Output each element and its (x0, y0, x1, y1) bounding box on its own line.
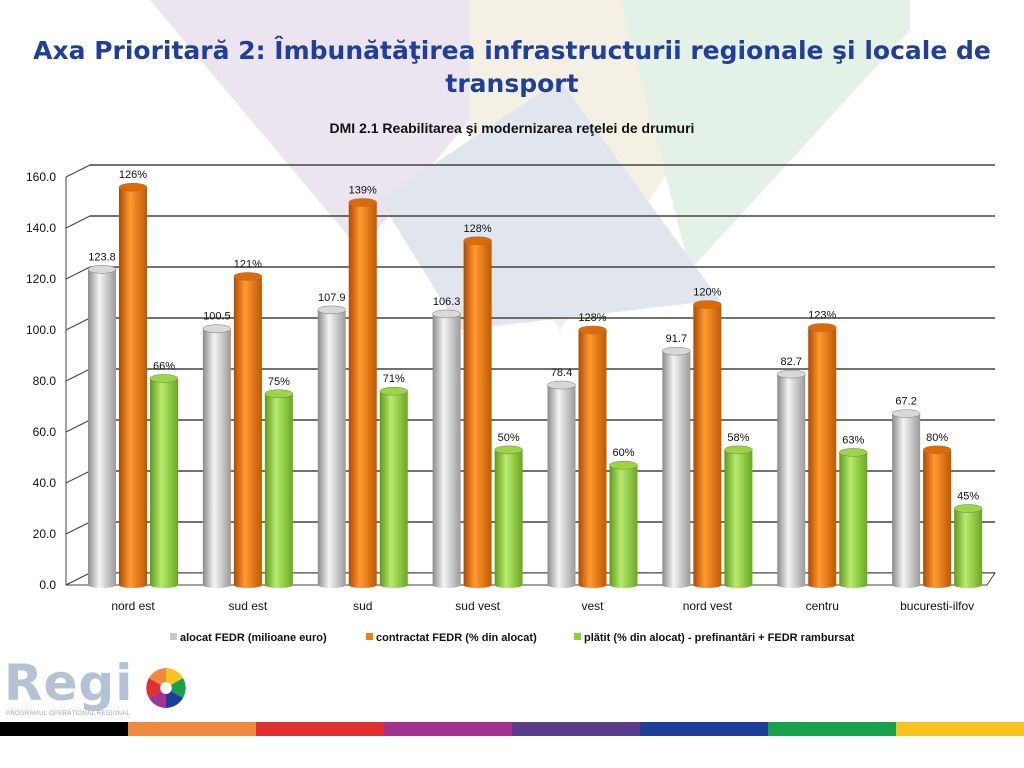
footer-stripe-segment (512, 722, 641, 736)
x-tick-label: vest (581, 599, 604, 613)
gridline-depth (65, 419, 91, 433)
bar-nord-vest-0 (662, 346, 691, 588)
y-tick-label: 100.0 (26, 323, 56, 337)
data-label: 107.9 (318, 292, 346, 304)
data-label: 123% (808, 309, 836, 321)
chart-title: DMI 2.1 Reabilitarea şi modernizarea reţ… (330, 120, 695, 136)
data-label: 106.3 (433, 296, 461, 308)
bar-bucuresti-ilfov-2 (953, 504, 983, 588)
bar-bucuresti-ilfov-1 (922, 445, 952, 588)
bar-sud-est-0 (202, 324, 232, 588)
y-axis: 0.0 20.0 40.0 60.0 80.0 100.0 120.0 140.0 160.0 (26, 170, 67, 592)
data-label: 60% (612, 447, 634, 459)
regio-logo-subtitle: PROGRAMUL OPERAȚIONAL REGIONAL (6, 711, 131, 717)
data-label: 80% (926, 432, 948, 444)
slide-title: Axa Prioritară 2: Îmbunătăţirea infrastr… (33, 36, 991, 98)
bar-vest-1 (578, 325, 607, 588)
bar-centru-0 (777, 369, 806, 588)
y-tick-label: 160.0 (26, 170, 56, 184)
bar-sud-2 (379, 386, 408, 588)
footer-stripe-segment (384, 722, 513, 736)
bar-vest-2 (609, 460, 638, 588)
gridline-depth (65, 317, 91, 331)
bar-nord-est-1 (118, 182, 148, 588)
y-tick-label: 60.0 (33, 425, 57, 439)
data-label: 58% (727, 432, 749, 444)
y-tick-label: 20.0 (33, 527, 57, 541)
data-label: 120% (693, 287, 721, 299)
footer-stripe-segment (640, 722, 769, 736)
data-label: 123.8 (88, 251, 116, 263)
bar-sud-vest-1 (463, 236, 492, 588)
data-label: 100.5 (203, 311, 231, 323)
gridline-depth (65, 266, 91, 280)
bar-centru-1 (808, 323, 837, 588)
data-label: 66% (153, 360, 175, 372)
legend-entry: contractat FEDR (% din alocat) (376, 632, 537, 644)
data-label: 139% (349, 185, 377, 197)
data-label: 128% (464, 223, 492, 235)
data-label: 67.2 (895, 396, 916, 408)
data-label: 128% (578, 312, 606, 324)
x-tick-label: sud (353, 599, 372, 613)
bar-sud-vest-2 (494, 445, 523, 588)
legend: alocat FEDR (milioane euro) contractat FE… (170, 632, 855, 644)
y-tick-label: 140.0 (26, 221, 56, 235)
x-axis: nord est sud est sud sud vest vest nord vest c… (111, 599, 974, 613)
y-tick-label: 0.0 (39, 578, 56, 592)
regio-logo-flower-icon (146, 668, 186, 708)
bar-nord-est-0 (87, 265, 117, 588)
data-label: 71% (383, 373, 405, 385)
data-label: 91.7 (666, 333, 687, 345)
bar-sud-vest-0 (432, 309, 461, 588)
legend-entry: alocat FEDR (milioane euro) (180, 632, 327, 644)
data-label: 126% (119, 169, 147, 181)
data-label: 63% (842, 434, 864, 446)
bar-bucuresti-ilfov-0 (891, 409, 921, 588)
bar-sud-1 (348, 198, 377, 588)
regio-logo: Regi (4, 654, 134, 712)
data-label: 75% (268, 376, 290, 388)
legend-swatch (366, 633, 373, 640)
footer-stripe-segment (256, 722, 385, 736)
data-label: 121% (234, 258, 262, 270)
footer-stripe-segment (896, 722, 1024, 736)
y-tick-label: 40.0 (33, 476, 57, 490)
y-tick-label: 120.0 (26, 272, 56, 286)
bar-centru-2 (839, 448, 868, 588)
bars: 123.8 126% 66% 100.5 121% 75% 107.9 139% 71% 106.… (87, 169, 983, 588)
x-tick-label: nord est (111, 599, 155, 613)
data-label: 82.7 (781, 356, 802, 368)
gridline-depth (65, 470, 91, 484)
x-tick-label: sud vest (455, 599, 500, 613)
gridline-depth (65, 368, 91, 382)
bar-sud-0 (317, 305, 346, 588)
footer-stripe-segment (128, 722, 257, 736)
footer-stripe-segment (0, 722, 129, 736)
y-tick-label: 80.0 (33, 374, 57, 388)
bar-nord-vest-2 (724, 445, 753, 588)
bar-sud-est-2 (264, 389, 294, 588)
bar-vest-0 (547, 380, 576, 588)
gridline-depth (65, 521, 91, 535)
data-label: 78.4 (551, 367, 572, 379)
bar-nord-vest-1 (693, 300, 722, 588)
x-tick-label: sud est (229, 599, 268, 613)
footer-stripe-segment (768, 722, 897, 736)
legend-entry: plătit (% din alocat) - prefinantări + F… (584, 632, 855, 644)
x-tick-label: centru (806, 599, 839, 613)
data-label: 45% (957, 491, 979, 503)
data-label: 50% (498, 432, 520, 444)
legend-swatch (170, 633, 177, 640)
gridline-depth (65, 215, 91, 229)
gridline-depth (65, 164, 91, 178)
bar-sud-est-1 (233, 272, 263, 588)
legend-swatch (574, 633, 581, 640)
x-tick-label: bucuresti-ilfov (900, 599, 974, 613)
x-tick-label: nord vest (683, 599, 733, 613)
bar-nord-est-2 (149, 374, 179, 588)
